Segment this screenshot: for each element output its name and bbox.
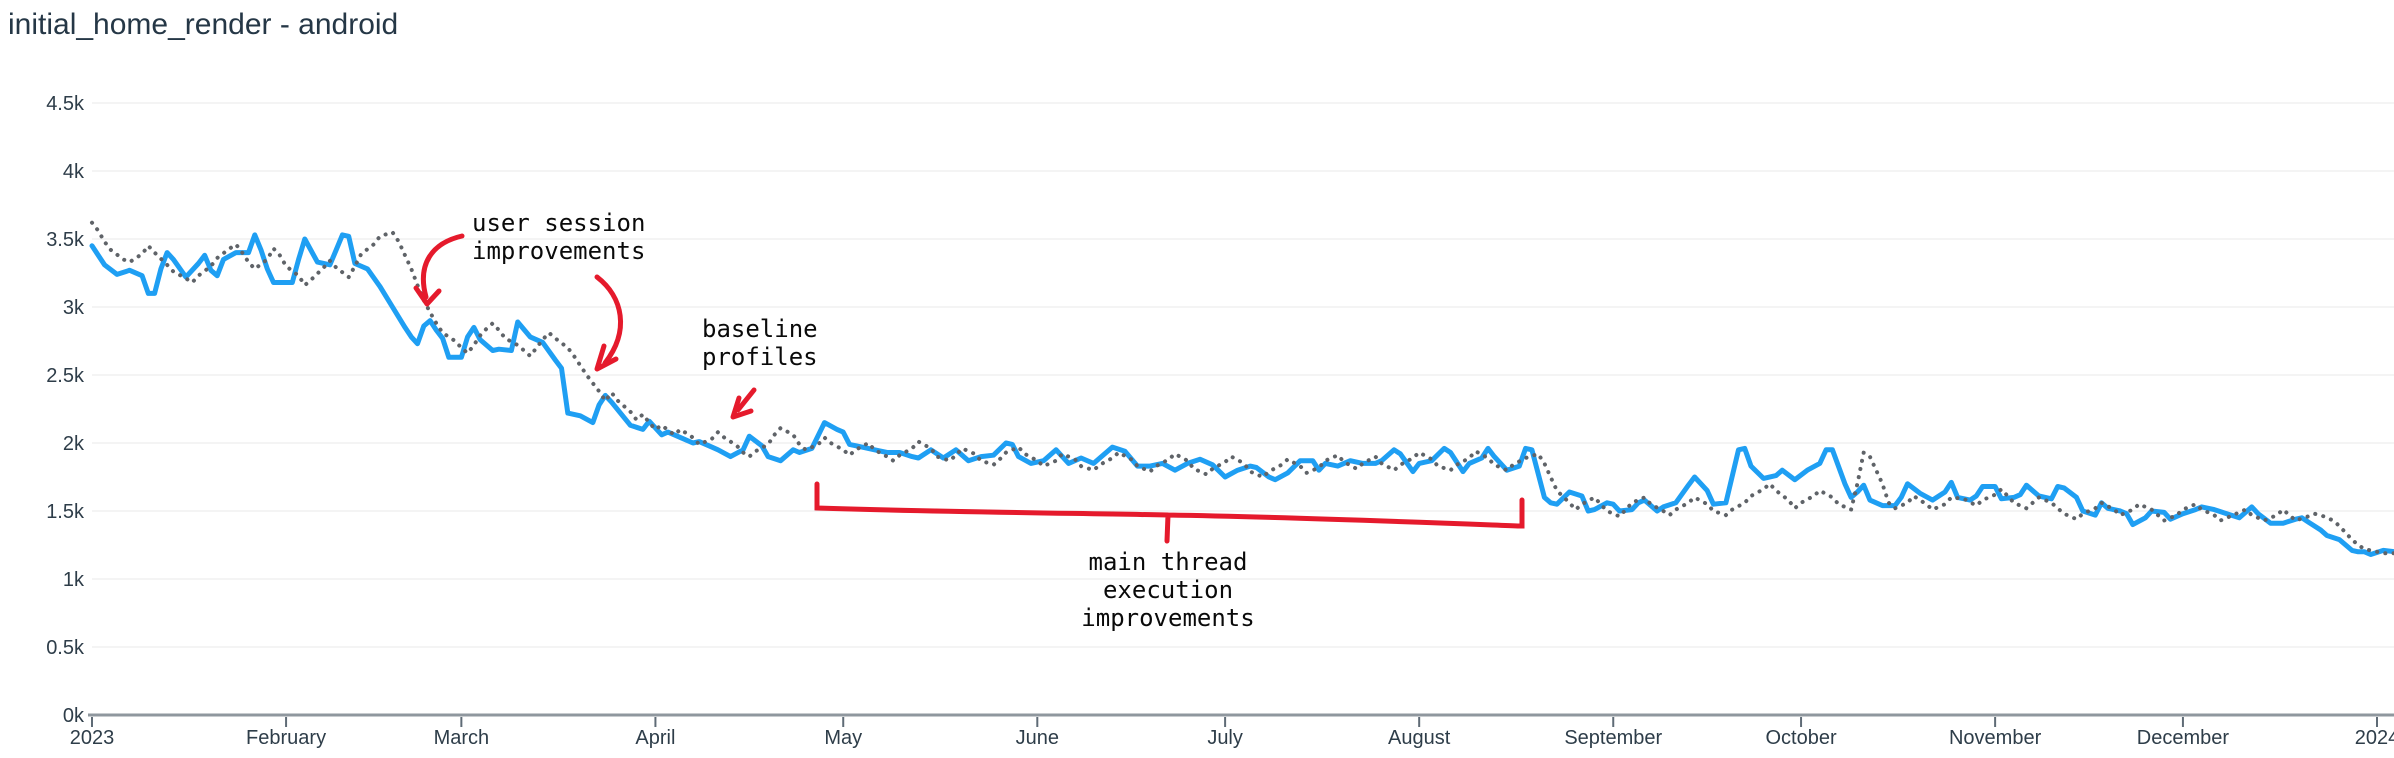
- y-tick-label: 4k: [63, 161, 85, 183]
- annotation-arrowhead: [594, 343, 619, 372]
- y-tick-label: 0.5k: [46, 637, 85, 659]
- y-tick-label: 3k: [63, 297, 85, 319]
- annotation-arrow: [735, 387, 757, 413]
- x-tick-label: April: [635, 727, 675, 749]
- annotation-arrow: [594, 274, 623, 366]
- annotation-arrowhead: [730, 395, 754, 420]
- series-line-solid-blue: [89, 232, 2394, 557]
- annotation-arrow: [420, 233, 465, 300]
- x-tick-label: August: [1388, 727, 1451, 749]
- y-tick-label: 0k: [63, 705, 85, 727]
- x-tick-label: 2023: [70, 727, 115, 749]
- annotation-label: user session improvements: [472, 209, 645, 265]
- series-lines: [89, 220, 2394, 557]
- annotation-user-session: user session improvements: [413, 209, 645, 372]
- chart-title: initial_home_render - android: [8, 8, 399, 41]
- annotations: user session improvements baseline profiles…: [413, 209, 1525, 632]
- annotation-baseline-profiles: baseline profiles: [702, 315, 818, 420]
- x-tick-label: December: [2137, 727, 2230, 749]
- annotation-label: main thread execution improvements: [1081, 548, 1254, 632]
- x-tick-label: 2024: [2355, 727, 2394, 749]
- x-tick-label: November: [1949, 727, 2042, 749]
- y-tick-label: 4.5k: [46, 93, 85, 115]
- x-tick-label: March: [434, 727, 490, 749]
- y-tick-label: 3.5k: [46, 229, 85, 251]
- annotation-arrowhead: [413, 285, 442, 307]
- annotation-bracket: [814, 481, 1525, 544]
- gridlines: 4.5k 4k 3.5k 3k 2.5k 2k 1.5k 1k 0.5k 0k: [46, 93, 2394, 727]
- y-tick-label: 2k: [63, 433, 85, 455]
- x-tick-label: May: [824, 727, 862, 749]
- x-tick-label: July: [1207, 727, 1243, 749]
- x-tick-label: June: [1016, 727, 1059, 749]
- annotation-label: baseline profiles: [702, 315, 818, 371]
- series-line-dotted-gray: [90, 220, 2394, 556]
- annotation-main-thread: main thread execution improvements: [814, 481, 1525, 632]
- x-tick-label: October: [1765, 727, 1836, 749]
- y-tick-label: 1.5k: [46, 501, 85, 523]
- x-tick-label: September: [1564, 727, 1662, 749]
- y-tick-label: 2.5k: [46, 365, 85, 387]
- axes: 2023 February March April May June July August S…: [70, 713, 2394, 749]
- x-tick-label: February: [246, 727, 326, 749]
- y-tick-label: 1k: [63, 569, 85, 591]
